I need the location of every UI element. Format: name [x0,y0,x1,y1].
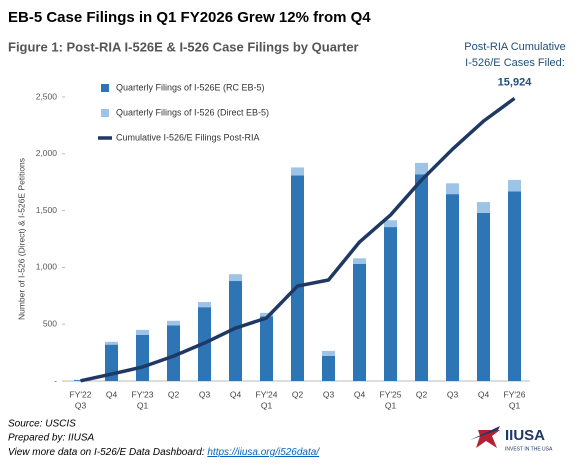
footer-link[interactable]: https://iiusa.org/i526data/ [207,447,320,458]
x-tick-label: Q2 [168,389,180,399]
x-tick-label: Q1 [385,400,397,410]
logo-swoosh [470,426,500,440]
bar [136,329,149,335]
x-tick-label: FY'22 [70,389,92,399]
bar [508,179,521,192]
x-tick-label: Q2 [416,389,428,399]
bar [260,312,273,317]
legend-swatch [101,109,109,117]
bar [353,258,366,264]
x-tick-label: Q4 [354,389,366,399]
bar [384,220,397,228]
x-tick-label: Q4 [106,389,118,399]
footer-text: View more data on I-526/E Data Dashboard… [8,447,207,458]
bar [415,174,428,381]
bar [446,183,459,195]
data-label: 15,924 [498,76,533,88]
x-tick-label: Q3 [323,389,335,399]
bar [322,350,335,357]
chart-title: EB-5 Case Filings in Q1 FY2026 Grew 12% … [8,9,371,26]
bar [291,167,304,176]
bar [291,175,304,381]
bar [384,227,397,381]
x-tick-label: Q1 [137,400,149,410]
bar [508,191,521,381]
x-tick-label: FY'25 [380,389,402,399]
x-tick-label: FY'26 [504,389,526,399]
y-tick-label: 2,500 [36,91,58,101]
line [80,96,516,383]
y-tick-label: - [54,375,57,385]
x-tick-label: Q4 [478,389,490,399]
bar [167,320,180,326]
bar [353,263,366,381]
bar [229,274,242,282]
bar [446,194,459,381]
chart-subtitle: Figure 1: Post-RIA I-526E & I-526 Case F… [8,39,359,54]
legend-label: Cumulative I-526/E Filings Post-RIA [116,132,260,142]
x-tick-label: Q3 [199,389,211,399]
bar [198,302,211,308]
logo-tagline: INVEST IN THE USA [505,446,553,452]
annotation: Post-RIA Cumulative [464,41,565,53]
bar [415,162,428,175]
bar [229,281,242,381]
y-tick-label: 1,000 [36,262,58,272]
bar [136,334,149,381]
y-axis-label: Number of I-526 (Direct) & I-526E Petiti… [16,158,26,320]
x-tick-label: Q3 [447,389,459,399]
footer-prepared: Prepared by: IIUSA [8,433,94,444]
bar [167,325,180,381]
footer-more: View more data on I-526/E Data Dashboard… [8,447,320,458]
logo: IIUSA INVEST IN THE USA [470,426,553,452]
x-tick-label: Q2 [292,389,304,399]
bar [477,212,490,381]
y-tick-label: 2,000 [36,148,58,158]
x-tick-label: Q3 [75,400,87,410]
logo-name: IIUSA [505,427,545,444]
footer-source: Source: USCIS [8,419,76,430]
x-tick-label: Q4 [230,389,242,399]
legend-swatch [101,84,109,92]
legend-label: Quarterly Filings of I-526E (RC EB-5) [116,82,265,92]
x-tick-label: FY'23 [132,389,154,399]
bar [260,316,273,381]
y-tick-label: 500 [43,318,57,328]
annotation: I-526/E Cases Filed: [465,57,565,69]
x-tick-label: Q1 [261,400,273,410]
y-tick-label: 1,500 [36,205,58,215]
legend-label: Quarterly Filings of I-526 (Direct EB-5) [116,107,269,117]
x-tick-label: FY'24 [256,389,278,399]
bar [322,356,335,381]
bar [477,202,490,213]
bar [105,341,118,345]
x-tick-label: Q1 [509,400,521,410]
